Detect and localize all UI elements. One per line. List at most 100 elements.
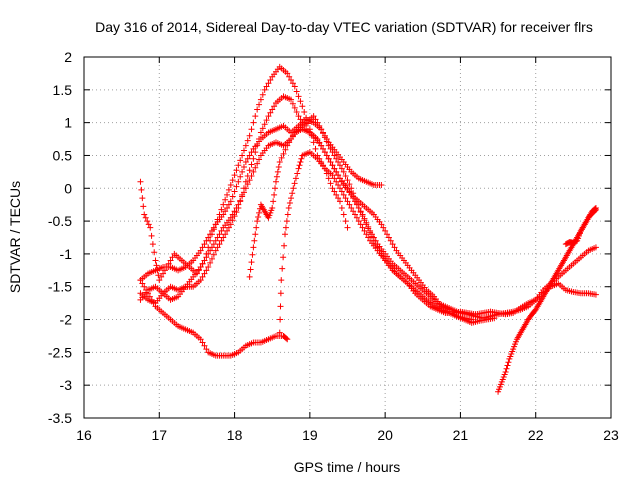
data-point [237, 197, 244, 204]
y-tick-label: -3.5 [48, 410, 72, 426]
data-point [220, 201, 227, 208]
x-tick-label: 23 [603, 427, 619, 443]
data-point [220, 234, 227, 241]
data-point [363, 221, 370, 228]
data-point [378, 181, 385, 188]
data-point [248, 149, 255, 156]
data-point [205, 264, 212, 271]
data-point [218, 237, 225, 244]
data-point [273, 173, 280, 180]
data-point [284, 70, 291, 77]
y-axis-label: SDTVAR / TECUs [7, 181, 23, 293]
data-point [242, 159, 249, 166]
data-point [376, 247, 383, 254]
data-point [380, 224, 387, 231]
data-point [207, 259, 214, 266]
data-point [210, 224, 217, 231]
data-point [250, 119, 257, 126]
data-point [249, 251, 256, 258]
data-point [199, 339, 206, 346]
data-point [325, 175, 332, 182]
y-tick-label: 1 [64, 115, 72, 131]
data-point [312, 116, 319, 123]
data-layer [137, 63, 599, 395]
data-point [250, 244, 257, 251]
data-point [320, 130, 327, 137]
grid [84, 57, 611, 418]
data-point [348, 185, 355, 192]
data-point [340, 211, 347, 218]
data-point [359, 224, 366, 231]
data-point [197, 247, 204, 254]
data-point [342, 218, 349, 225]
data-point [201, 270, 208, 277]
data-point [365, 234, 372, 241]
data-point [378, 221, 385, 228]
data-point [329, 162, 336, 169]
data-point [257, 129, 264, 136]
data-point [239, 193, 246, 200]
x-axis-label: GPS time / hours [294, 459, 401, 475]
data-point [248, 259, 255, 266]
data-point [338, 204, 345, 211]
data-point [227, 181, 234, 188]
data-point [276, 329, 283, 336]
data-point [331, 188, 338, 195]
data-point [278, 277, 285, 284]
data-point [301, 108, 308, 115]
y-tick-label: -2.5 [48, 344, 72, 360]
data-point [201, 257, 208, 264]
data-point [275, 163, 282, 170]
y-tick-label: 2 [64, 49, 72, 65]
data-point [248, 126, 255, 133]
data-point [235, 201, 242, 208]
x-tick-label: 16 [76, 427, 92, 443]
data-point [271, 191, 278, 198]
data-point [210, 251, 217, 258]
data-point [382, 227, 389, 234]
data-point [210, 241, 217, 248]
data-point [297, 159, 304, 166]
data-point [216, 241, 223, 248]
data-point [359, 213, 366, 220]
data-point [352, 195, 359, 202]
data-point [248, 161, 255, 168]
data-point [336, 162, 343, 169]
data-point [389, 241, 396, 248]
data-point [293, 108, 300, 115]
data-point [316, 122, 323, 129]
data-point [346, 181, 353, 188]
data-point [291, 83, 298, 90]
data-point [272, 185, 279, 192]
data-point [240, 163, 247, 170]
data-point [138, 186, 145, 193]
data-point [333, 168, 340, 175]
data-point [229, 211, 236, 218]
data-point [222, 208, 229, 215]
data-point [160, 270, 167, 277]
data-point [227, 214, 234, 221]
data-point [151, 249, 158, 256]
data-point [137, 178, 144, 185]
data-point [246, 132, 253, 139]
data-point [225, 224, 232, 231]
y-tick-label: -0.5 [48, 213, 72, 229]
data-point [231, 208, 238, 215]
data-point [368, 233, 375, 240]
data-point [203, 254, 210, 261]
data-point [282, 231, 289, 238]
data-point [344, 177, 351, 184]
data-point [255, 213, 262, 220]
data-point [333, 191, 340, 198]
data-point [244, 155, 251, 162]
data-point [280, 254, 287, 261]
series-arc-2 [137, 277, 291, 359]
data-point [284, 336, 291, 343]
data-point [363, 231, 370, 238]
data-point [246, 152, 253, 159]
data-point [277, 290, 284, 297]
data-point [314, 119, 321, 126]
data-point [239, 152, 246, 159]
data-point [218, 206, 225, 213]
data-point [285, 204, 292, 211]
